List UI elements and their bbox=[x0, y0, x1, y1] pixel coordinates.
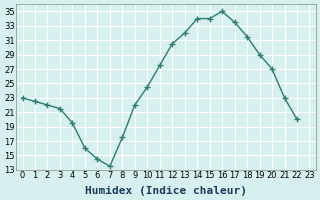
X-axis label: Humidex (Indice chaleur): Humidex (Indice chaleur) bbox=[85, 186, 247, 196]
